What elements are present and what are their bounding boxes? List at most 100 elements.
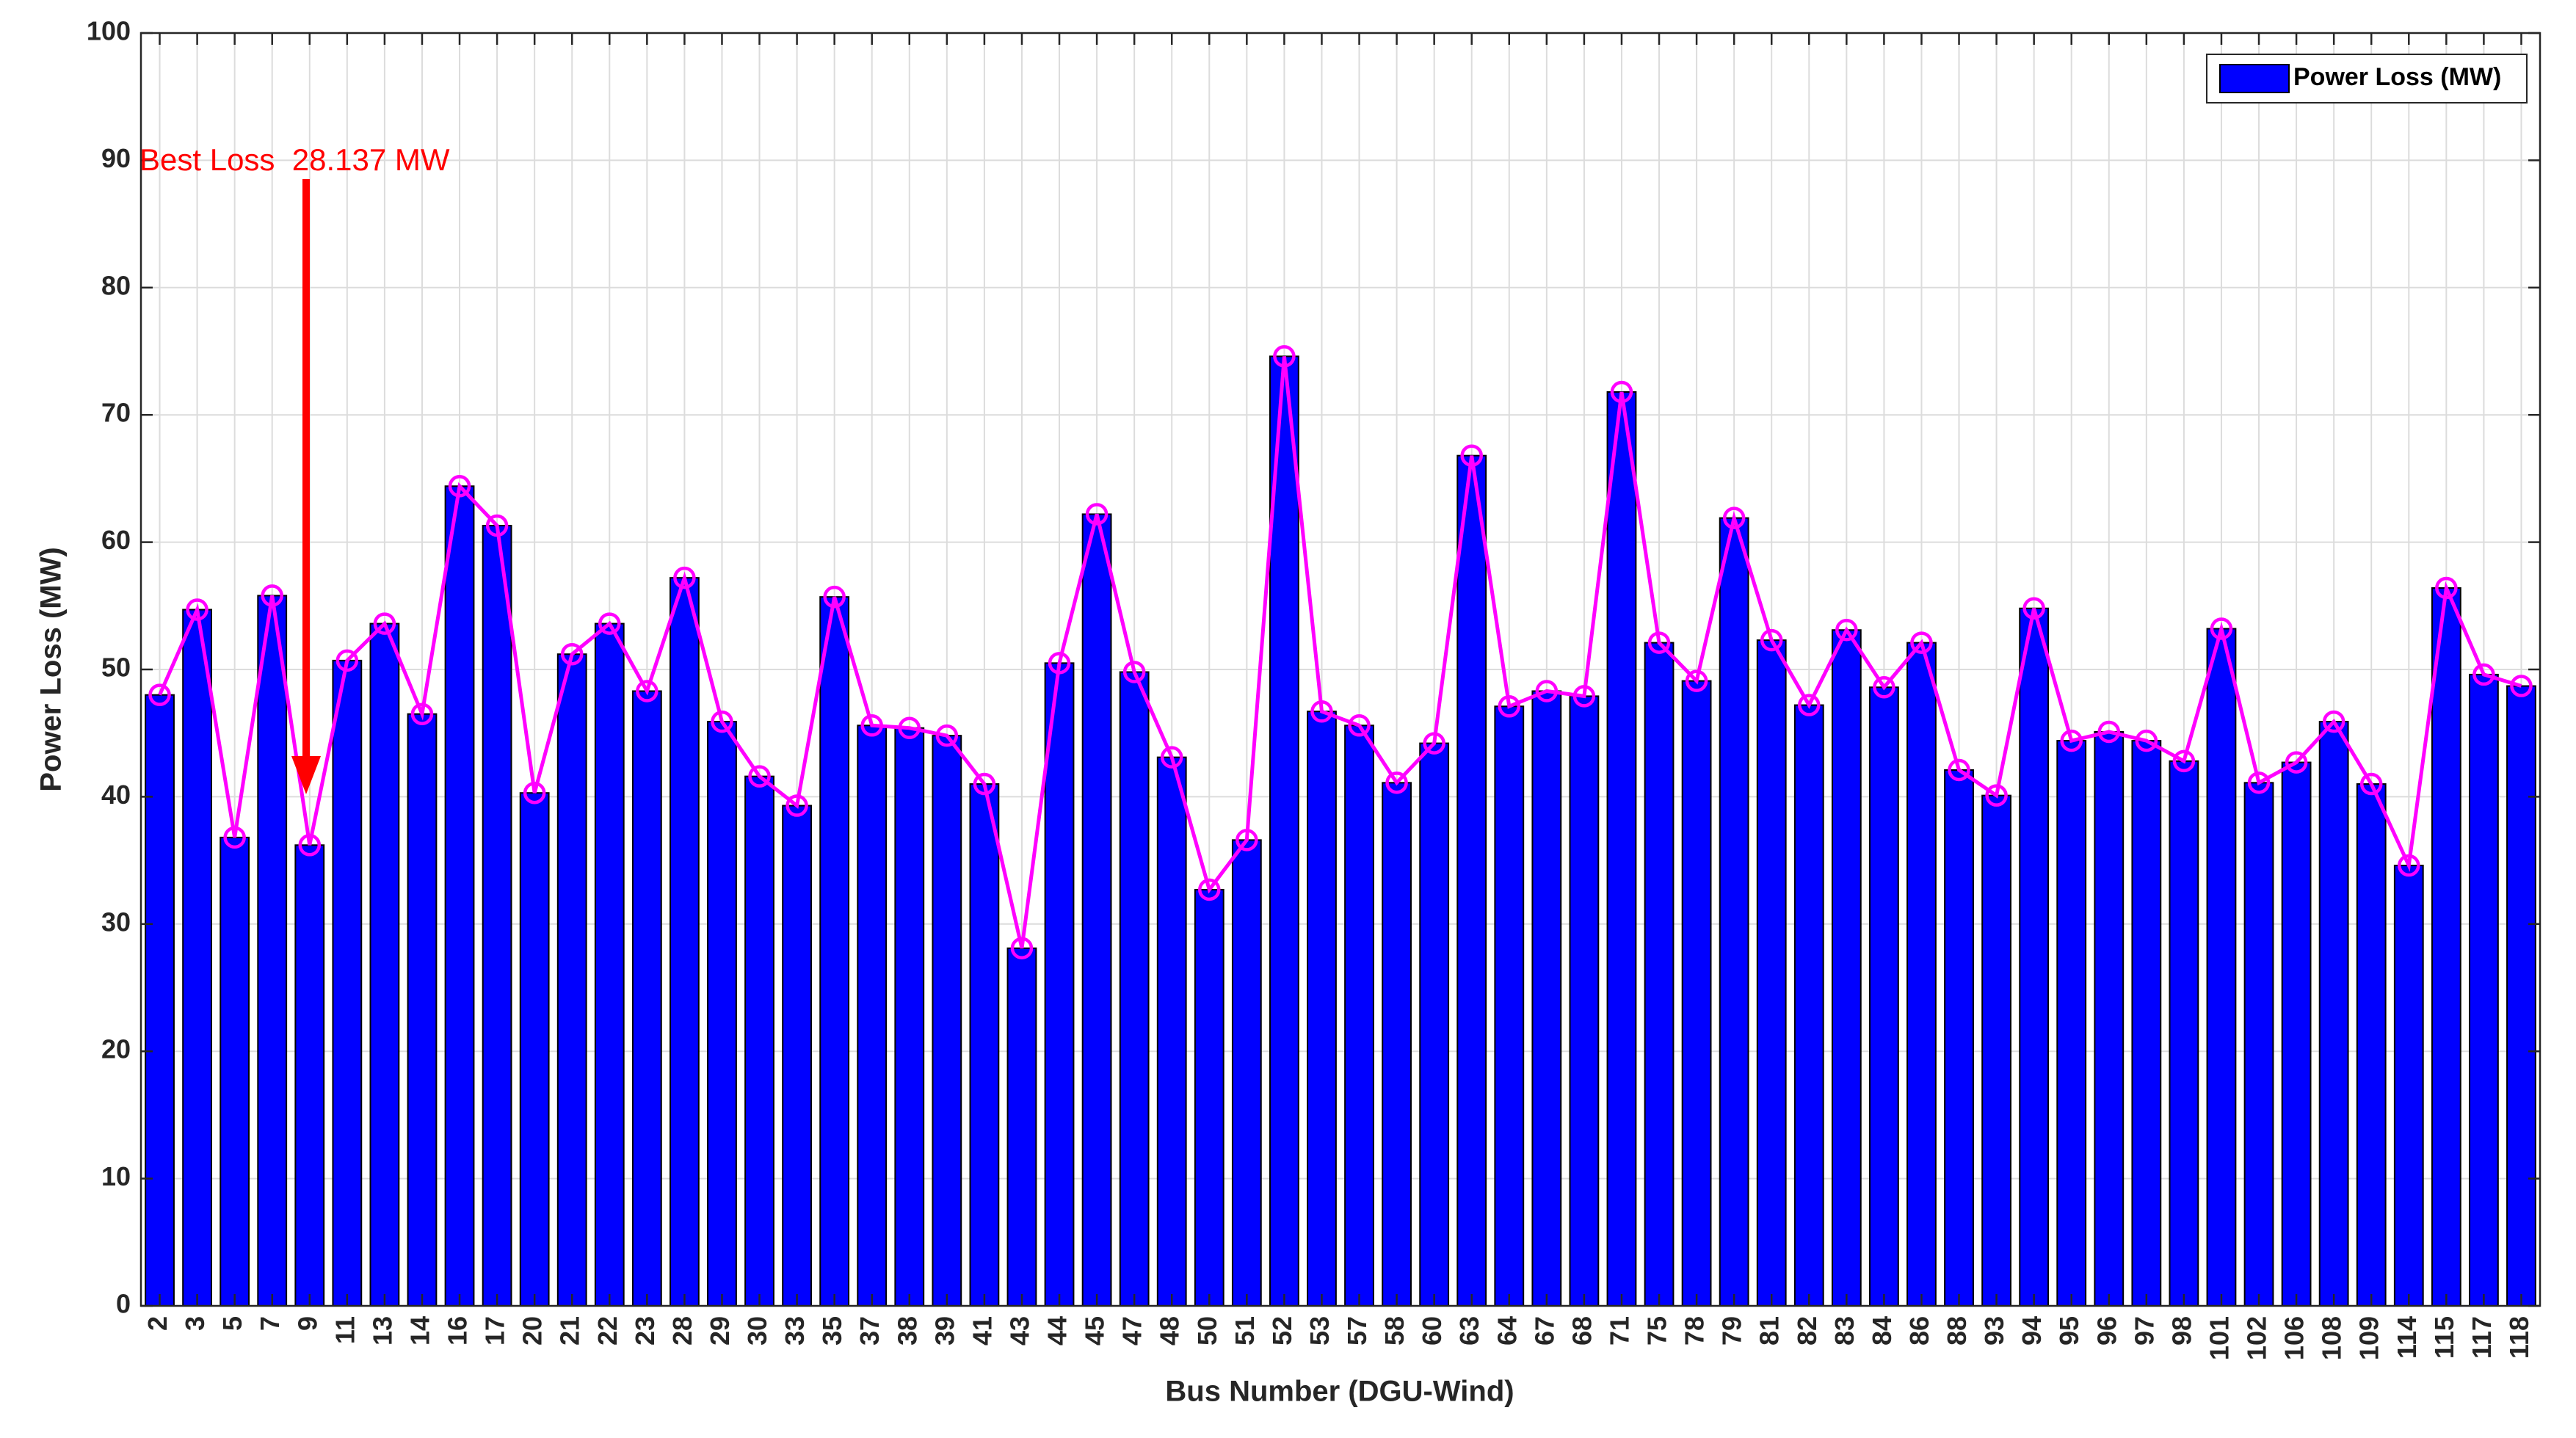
bar [2393,865,2424,1307]
marker [2172,749,2196,773]
x-tick-label: 23 [630,1316,660,1346]
marker [748,765,771,788]
bar [2169,760,2199,1307]
marker [2135,729,2158,752]
x-tick-label: 98 [2166,1316,2196,1346]
bar [1307,711,1337,1307]
marker [1236,829,1258,851]
x-tick-label: 109 [2354,1316,2384,1360]
bar [1981,794,2011,1307]
bar [744,775,774,1307]
x-tick-label: 84 [1867,1316,1897,1346]
marker [1910,631,1933,654]
marker [598,612,621,635]
bar [2131,740,2162,1307]
marker [261,584,283,607]
x-tick-label: 58 [1379,1316,1409,1346]
x-tick-label: 96 [2091,1316,2122,1346]
y-tick-label: 40 [101,780,131,810]
marker [711,710,733,733]
legend: Power Loss (MW) [2206,54,2528,104]
marker [1722,506,1746,529]
bar [145,694,175,1307]
bar [332,659,363,1307]
x-tick-label: 115 [2429,1316,2459,1359]
bar [1419,742,1450,1307]
bar [444,485,475,1307]
x-tick-label: 51 [1230,1316,1260,1346]
x-tick-label: 108 [2317,1316,2347,1360]
x-tick-label: 5 [217,1316,247,1331]
bar [670,577,700,1307]
annotation-arrowhead [291,756,321,794]
line-overlay [148,345,2533,959]
x-tick-label: 53 [1305,1316,1335,1346]
marker [2435,576,2458,600]
x-tick-label: 43 [1004,1316,1034,1346]
marker [1010,937,1034,959]
x-tick-label: 79 [1717,1316,1747,1346]
bar [1231,839,1262,1307]
y-tick-label: 60 [101,525,131,555]
marker [1610,380,1633,404]
x-axis-label: Bus Number (DGU-Wind) [1165,1376,1514,1408]
marker [1460,444,1483,467]
x-tick-label: 2 [142,1316,173,1331]
marker [1535,680,1559,702]
x-tick-label: 82 [1792,1316,1822,1346]
bar [294,844,325,1307]
x-tick-label: 64 [1492,1316,1522,1346]
x-tick-label: 16 [443,1316,473,1346]
x-tick-label: 7 [255,1316,285,1331]
marker [973,772,996,796]
x-tick-label: 67 [1529,1316,1559,1346]
x-tick-label: 101 [2204,1316,2234,1360]
marker [410,702,434,725]
bar [1906,642,1937,1307]
bar [894,727,925,1307]
x-tick-label: 78 [1680,1316,1710,1346]
bar [1006,947,1037,1307]
bar [1793,704,1824,1307]
marker [2510,675,2533,697]
bar [1494,705,1525,1307]
y-tick-label: 90 [101,143,131,173]
marker [373,612,396,635]
bars [145,355,2536,1307]
annotation-text: Best Loss 28.137 MW [139,142,450,177]
marker [485,514,509,537]
bar [2056,740,2087,1307]
bar [969,783,1000,1307]
marker [1122,661,1146,683]
bar [594,622,625,1307]
marker [1048,652,1071,675]
bar [407,713,438,1307]
bar [482,525,512,1307]
bar [631,690,662,1307]
bar [556,653,587,1307]
bar [1081,513,1112,1307]
x-tick-label: 106 [2279,1316,2310,1360]
bar [1269,355,1299,1307]
x-tick-label: 48 [1155,1316,1185,1346]
bar [257,595,288,1307]
x-tick-label: 86 [1904,1316,1934,1346]
bar [1869,686,1899,1307]
bar [707,721,737,1307]
x-tick-label: 75 [1642,1316,1672,1346]
marker [186,598,208,621]
legend-swatch [2219,64,2290,93]
y-tick-label: 10 [101,1161,131,1191]
bar [1756,639,1787,1307]
x-tick-label: 47 [1117,1316,1147,1346]
bar [2206,628,2237,1307]
marker [2022,597,2045,620]
x-tick-label: 117 [2467,1316,2497,1359]
marker [298,834,322,857]
marker [860,714,883,737]
marker [2285,751,2308,774]
bar [219,836,250,1307]
